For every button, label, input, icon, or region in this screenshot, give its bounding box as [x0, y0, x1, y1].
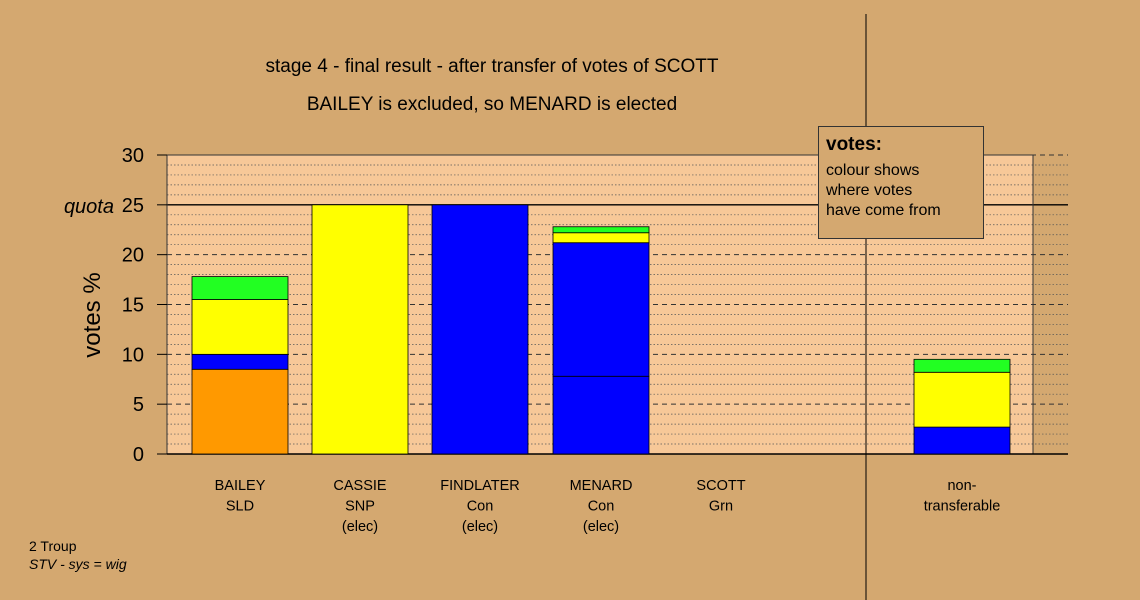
bar-segment — [191, 276, 289, 300]
category-label: BAILEY — [215, 478, 266, 494]
chart-title: stage 4 - final result - after transfer … — [265, 56, 718, 77]
y-tick-label: 10 — [122, 344, 144, 366]
y-tick-label: 20 — [122, 245, 144, 267]
party-label: Grn — [709, 499, 733, 515]
y-tick-label: 5 — [133, 394, 144, 416]
status-label: (elec) — [342, 519, 378, 535]
y-tick-label: 0 — [133, 444, 144, 466]
bar-segment — [552, 375, 650, 455]
footer-constituency: 2 Troup — [29, 538, 77, 554]
status-label: (elec) — [462, 519, 498, 535]
y-tick-label: 15 — [122, 295, 144, 317]
bar-segment — [913, 426, 1011, 455]
bar-segment — [191, 299, 289, 355]
y-tick-label: 25 — [122, 195, 144, 217]
y-tick-label: 30 — [122, 145, 144, 167]
bar-segment — [191, 353, 289, 370]
party-label: transferable — [924, 499, 1001, 515]
category-label: MENARD — [570, 478, 633, 494]
bar-segment — [191, 368, 289, 455]
bar-segment — [552, 242, 650, 377]
party-label: Con — [467, 499, 494, 515]
labels: BAILEY SLD CASSIE SNP (elec) FINDLATER Con (ele… — [215, 478, 1001, 535]
legend-line: colour shows — [826, 162, 920, 179]
bar-segment — [311, 204, 409, 455]
chart-subtitle: BAILEY is excluded, so MENARD is elected — [307, 94, 677, 115]
legend-line: where votes — [826, 182, 913, 199]
footer: 2 Troup STV - sys = wig — [29, 537, 127, 573]
party-label: Con — [588, 499, 615, 515]
quota-label: quota — [64, 196, 114, 218]
bar-segment — [913, 371, 1011, 428]
category-label: FINDLATER — [440, 478, 520, 494]
legend-line: have come from — [826, 202, 941, 219]
y-axis-label: votes % — [79, 272, 106, 357]
party-label: SNP — [345, 499, 375, 515]
bar-segment — [431, 204, 529, 455]
category-label: CASSIE — [333, 478, 387, 494]
category-label: SCOTT — [696, 478, 745, 494]
bars — [191, 204, 1011, 455]
bar-segment — [552, 226, 650, 234]
bar-segment — [913, 358, 1011, 373]
status-label: (elec) — [583, 519, 619, 535]
legend-box: votes: colour shows where votes have com… — [818, 126, 984, 239]
footer-system: STV - sys = wig — [29, 556, 127, 572]
party-label: SLD — [226, 499, 254, 515]
legend-title: votes: — [826, 134, 882, 155]
category-label: non- — [947, 478, 976, 494]
bar-segment — [552, 232, 650, 244]
